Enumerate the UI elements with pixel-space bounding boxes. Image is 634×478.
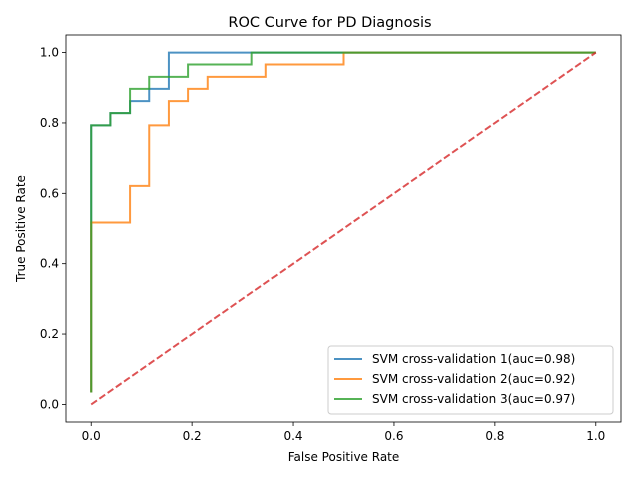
- legend-label-1: SVM cross-validation 1(auc=0.98): [372, 352, 575, 366]
- plot-area: [90, 51, 597, 406]
- x-tick-label: 0.6: [384, 429, 403, 443]
- x-tick-label: 0.2: [183, 429, 202, 443]
- y-tick-label: 0.4: [40, 257, 59, 271]
- roc-series-1: [90, 51, 596, 393]
- y-tick-label: 0.6: [40, 186, 59, 200]
- y-tick-label: 0.2: [40, 327, 59, 341]
- legend: SVM cross-validation 1(auc=0.98) SVM cros…: [327, 345, 614, 415]
- x-axis-label: False Positive Rate: [288, 450, 400, 464]
- roc-series-2: [90, 51, 596, 393]
- y-tick-label: 0.0: [40, 397, 59, 411]
- y-tick-label: 1.0: [40, 46, 59, 60]
- plot-frame: [65, 34, 622, 423]
- y-tick-label: 0.8: [40, 116, 59, 130]
- x-tick-label: 1.0: [586, 429, 605, 443]
- axes: 0.0 0.2 0.4 0.6 0.8 1.0 0.0 0.2 0.4 0.6 0.8 1.0: [40, 34, 622, 443]
- roc-series-3: [90, 51, 596, 393]
- x-tick-label: 0.0: [82, 429, 101, 443]
- legend-label-3: SVM cross-validation 3(auc=0.97): [372, 392, 575, 406]
- legend-label-2: SVM cross-validation 2(auc=0.92): [372, 372, 575, 386]
- legend-box: [327, 345, 614, 415]
- reference-diagonal-line: [90, 51, 597, 406]
- chart-title: ROC Curve for PD Diagnosis: [228, 15, 431, 31]
- x-tick-label: 0.8: [485, 429, 504, 443]
- y-axis-label: True Positive Rate: [14, 175, 28, 283]
- x-tick-label: 0.4: [283, 429, 302, 443]
